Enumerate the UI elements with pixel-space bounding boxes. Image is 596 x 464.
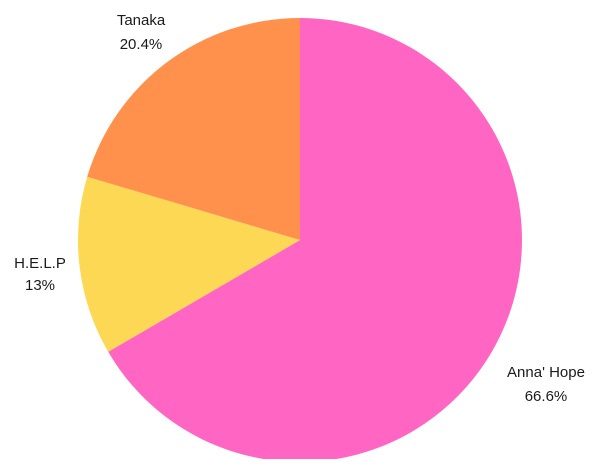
pie-slice-tanaka — [87, 18, 301, 240]
slice-label-tanaka-name: Tanaka — [117, 12, 166, 29]
slice-label-anna-hope-name: Anna' Hope — [507, 364, 585, 381]
slices-layer — [78, 18, 523, 462]
slice-label-tanaka: Tanaka 20.4% — [117, 12, 166, 53]
slice-label-anna-hope: Anna' Hope 66.6% — [507, 364, 585, 405]
pie-slice-anna-hope — [108, 18, 523, 462]
pie-slice-help — [78, 176, 301, 352]
slice-label-help-value: 13% — [25, 277, 55, 294]
slice-label-anna-hope-value: 66.6% — [525, 388, 568, 405]
slice-label-help-name: H.E.L.P — [14, 255, 66, 272]
slice-label-help: H.E.L.P 13% — [14, 255, 66, 294]
slice-label-tanaka-value: 20.4% — [120, 36, 163, 53]
